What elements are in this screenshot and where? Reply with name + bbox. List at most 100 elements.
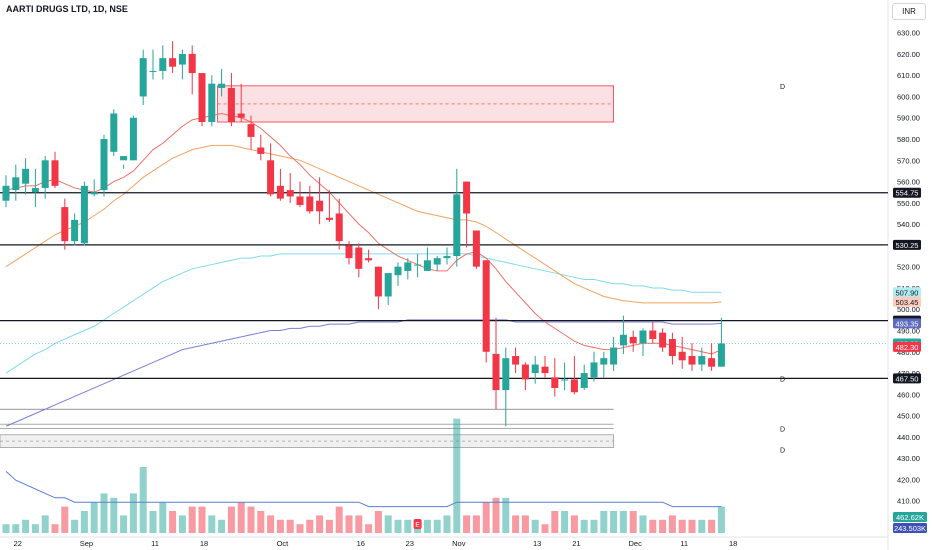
candle-body <box>708 358 716 367</box>
volume-bar <box>2 524 10 533</box>
y-tick-label: 440.00 <box>897 433 920 442</box>
candle-body <box>404 262 412 271</box>
volume-bar <box>169 511 177 533</box>
candle-body <box>433 258 441 265</box>
candle-body <box>521 364 529 380</box>
price-axis-label: 493.35 <box>893 318 921 329</box>
candle <box>492 317 500 410</box>
candle-body <box>541 366 549 374</box>
volume-bar <box>423 519 431 533</box>
candle <box>659 328 667 352</box>
candle <box>110 109 118 157</box>
price-axis-label-bg <box>893 287 921 298</box>
candle-body <box>443 256 451 259</box>
currency-selector[interactable]: INR <box>892 3 926 20</box>
candle <box>551 358 559 397</box>
candle <box>296 181 304 208</box>
x-tick-label: 21 <box>572 539 580 548</box>
x-tick-label: Sep <box>80 539 93 548</box>
candle <box>159 45 167 80</box>
volume-bar <box>41 515 49 533</box>
candle <box>2 175 10 208</box>
volume-axis-label: 243.503K <box>893 523 927 533</box>
candle <box>218 68 226 97</box>
candle-body <box>2 185 10 201</box>
volume-bar <box>492 497 500 533</box>
volume-bar <box>433 519 441 533</box>
candle-body <box>492 353 500 391</box>
candle <box>365 249 373 263</box>
volume-bar <box>80 511 88 533</box>
y-tick-label: 420.00 <box>897 475 920 484</box>
volume-bar <box>257 511 265 533</box>
price-axis-label-text: 503.45 <box>896 298 919 307</box>
volume-bar <box>717 506 725 533</box>
volume-bar <box>12 524 20 533</box>
candle-body <box>188 53 196 74</box>
x-tick-label: 16 <box>357 539 365 548</box>
candle-body <box>639 330 647 344</box>
y-tick-label: 480.00 <box>897 348 920 357</box>
volume-bar <box>600 511 608 533</box>
candle <box>502 347 510 427</box>
price-axis-label-text: 554.75 <box>896 189 919 198</box>
candle <box>580 364 588 391</box>
candle-body <box>570 379 578 393</box>
volume-bar <box>649 519 657 533</box>
candle <box>570 356 578 395</box>
volume-bar <box>453 418 461 533</box>
x-tick-label: Nov <box>452 539 466 548</box>
candle-body <box>384 273 392 297</box>
candle-body <box>198 73 206 122</box>
candle-body <box>159 58 167 71</box>
y-tick-label: 580.00 <box>897 135 920 144</box>
volume-bar <box>120 515 128 533</box>
volume-bar <box>629 511 637 533</box>
candle-body <box>100 139 108 191</box>
volume-bar <box>443 515 451 533</box>
volume-bar <box>482 502 490 533</box>
candle-body <box>668 339 676 357</box>
candle-body <box>659 332 667 348</box>
candle <box>698 347 706 371</box>
candle <box>443 247 451 265</box>
candle <box>178 49 186 80</box>
y-tick-label: 500.00 <box>897 305 920 314</box>
earnings-label: E <box>415 522 420 529</box>
candle <box>590 351 598 382</box>
candle-body <box>129 117 137 161</box>
candle <box>247 115 255 150</box>
candle <box>404 258 412 280</box>
price-axis-label-bg <box>893 239 921 250</box>
x-tick-label: 18 <box>200 539 208 548</box>
candle-body <box>629 336 637 344</box>
price-axis-label-bg <box>893 318 921 329</box>
x-tick-label: 22 <box>14 539 22 548</box>
candle-body <box>325 217 333 220</box>
y-tick-label: 550.00 <box>897 199 920 208</box>
y-tick-label: 490.00 <box>897 327 920 336</box>
candle <box>512 347 520 374</box>
price-axis-label-bg <box>893 373 921 384</box>
candle <box>129 115 137 161</box>
candle <box>90 179 98 197</box>
candle-body <box>218 83 226 88</box>
candle <box>41 156 49 199</box>
candle-body <box>649 330 657 340</box>
candle <box>423 247 431 271</box>
candle <box>276 168 284 201</box>
earnings-badge <box>413 519 422 529</box>
candle <box>31 168 39 208</box>
x-tick-label: Dec <box>629 539 643 548</box>
volume-bar <box>159 502 167 533</box>
volume-bar <box>708 519 716 533</box>
candle <box>610 336 618 371</box>
candle <box>139 49 147 105</box>
candle <box>169 41 177 74</box>
candle-body <box>551 377 559 388</box>
volume-bar <box>394 519 402 533</box>
volume-bar <box>22 519 30 533</box>
x-tick-label: 13 <box>533 539 541 548</box>
volume-bar <box>218 519 226 533</box>
